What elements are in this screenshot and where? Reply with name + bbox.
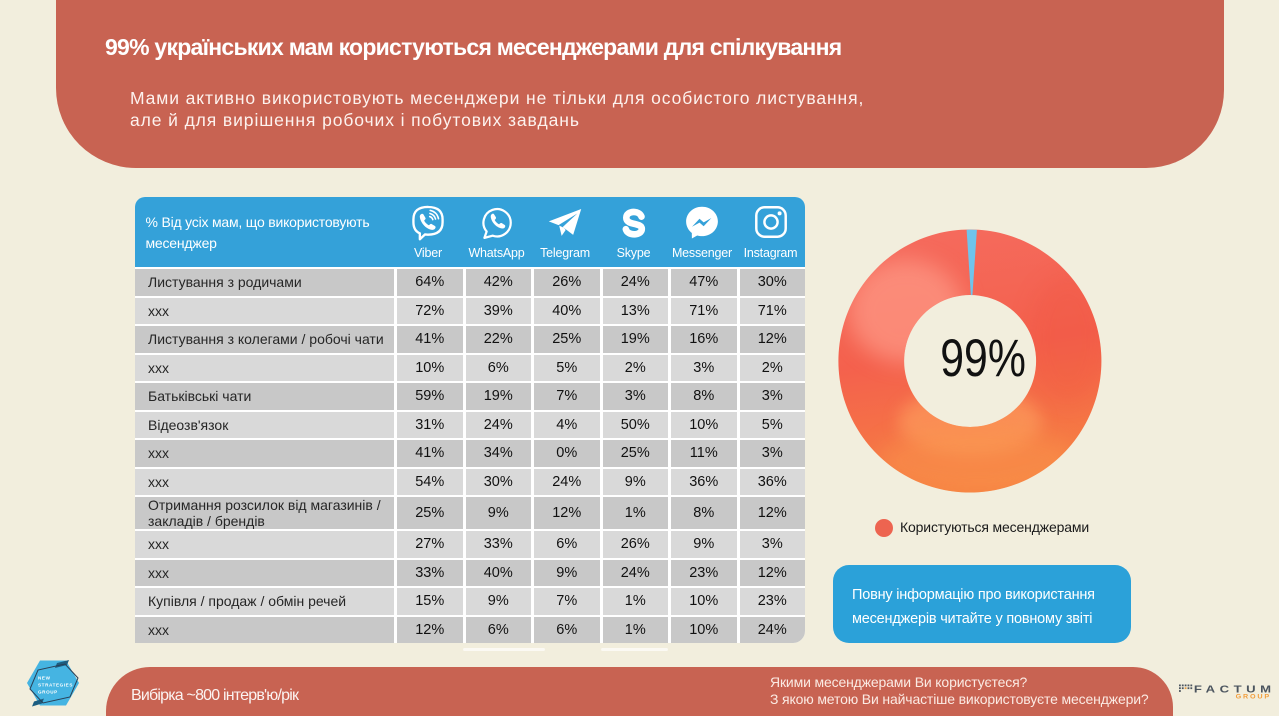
svg-text:GROUP: GROUP: [1236, 694, 1271, 700]
svg-text:FACTUM: FACTUM: [1194, 683, 1276, 695]
svg-text:STRATEGIES: STRATEGIES: [38, 683, 73, 688]
svg-text:NEW: NEW: [38, 676, 51, 681]
svg-text:GROUP: GROUP: [38, 690, 58, 695]
